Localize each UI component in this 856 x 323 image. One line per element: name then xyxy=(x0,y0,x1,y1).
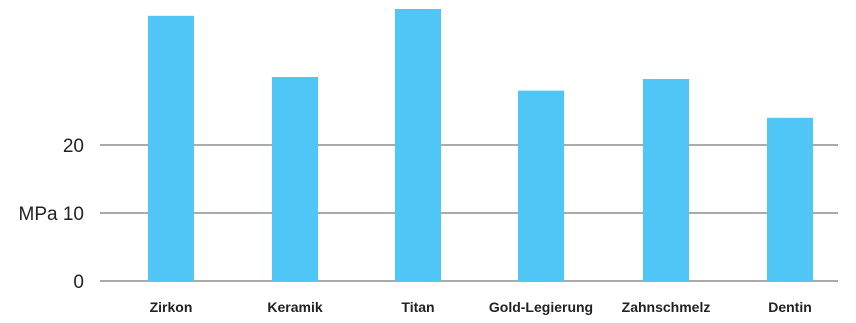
category-label: Zirkon xyxy=(150,299,193,315)
category-label: Gold-Legierung xyxy=(489,299,593,315)
bar-dentin xyxy=(767,117,813,281)
y-tick-label: 20 xyxy=(63,136,84,157)
category-label: Keramik xyxy=(267,299,322,315)
y-tick-label: 0 xyxy=(73,272,84,293)
y-tick-labels: 0 MPa 10 20 xyxy=(19,136,84,293)
gridlines xyxy=(100,144,838,282)
category-label: Dentin xyxy=(768,299,812,315)
bar-zahnschmelz xyxy=(643,79,689,281)
bar-titan xyxy=(395,9,441,281)
bars xyxy=(148,9,813,282)
bar-keramik xyxy=(272,77,318,281)
bar-gold-legierung xyxy=(518,90,564,281)
bar-zirkon xyxy=(148,15,194,282)
category-labels: Zirkon Keramik Titan Gold-Legierung Zahnschm… xyxy=(150,299,812,315)
y-tick-label: MPa 10 xyxy=(19,204,84,225)
category-label: Titan xyxy=(401,299,434,315)
category-label: Zahnschmelz xyxy=(622,299,711,315)
